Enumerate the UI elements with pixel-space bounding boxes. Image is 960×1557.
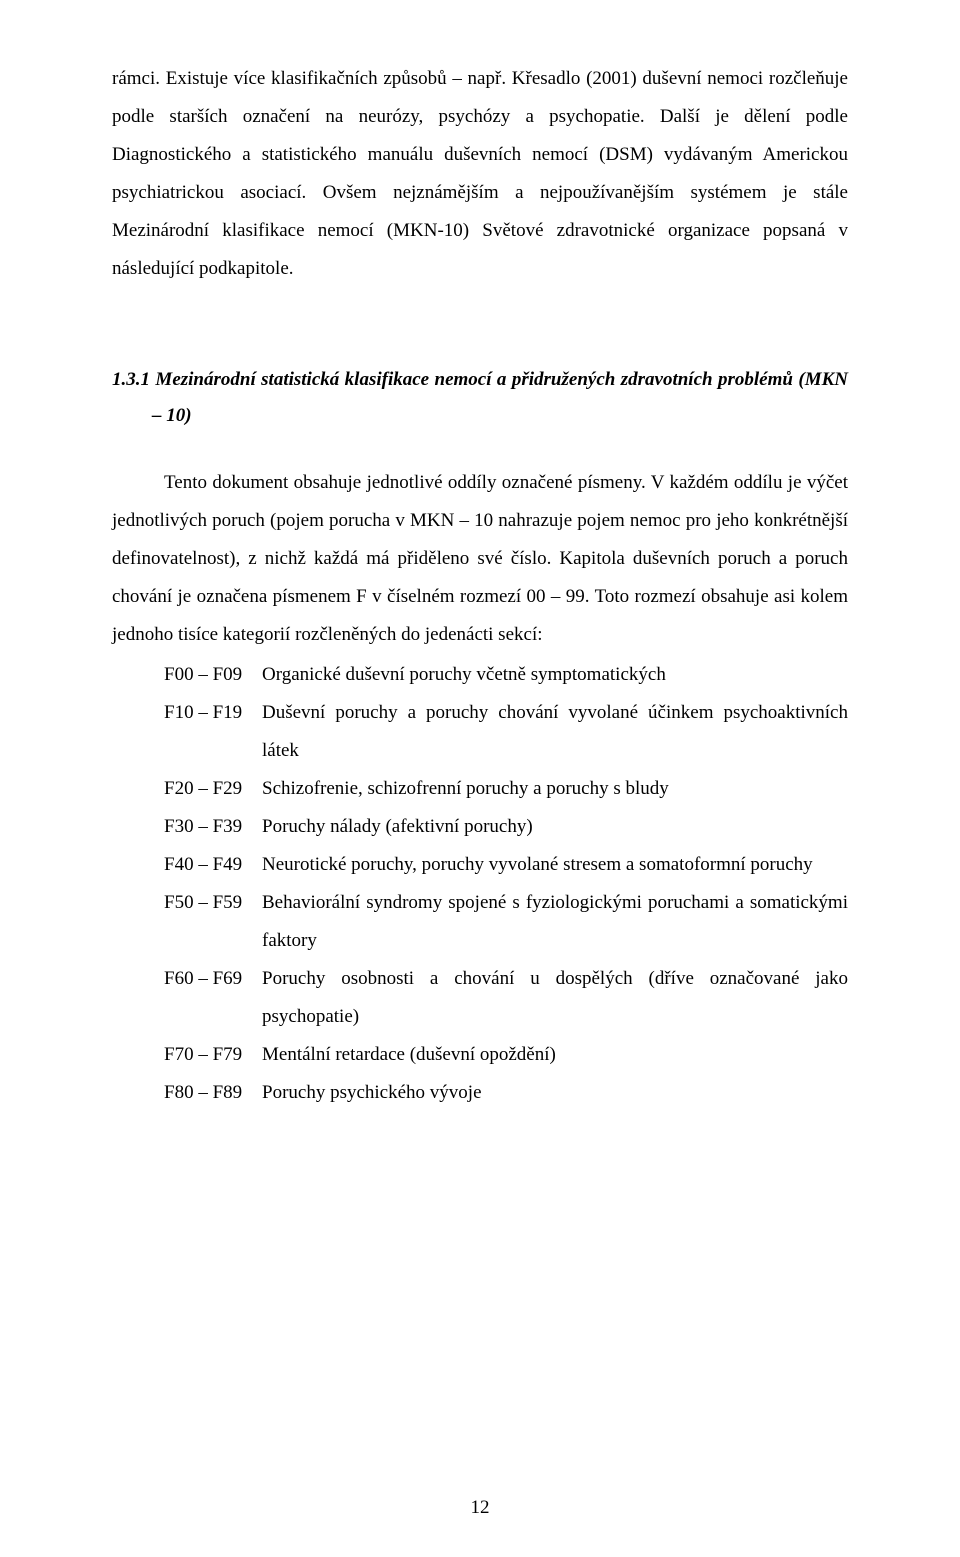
list-desc: Poruchy psychického vývoje bbox=[262, 1074, 848, 1112]
section-list: F00 – F09 Organické duševní poruchy včet… bbox=[112, 656, 848, 1112]
list-desc: Duševní poruchy a poruchy chování vyvola… bbox=[262, 694, 848, 770]
list-item: F40 – F49 Neurotické poruchy, poruchy vy… bbox=[112, 846, 848, 884]
list-code: F20 – F29 bbox=[112, 770, 262, 808]
list-code: F00 – F09 bbox=[112, 656, 262, 694]
list-code: F10 – F19 bbox=[112, 694, 262, 770]
list-item: F80 – F89 Poruchy psychického vývoje bbox=[112, 1074, 848, 1112]
list-desc: Poruchy osobnosti a chování u dospělých … bbox=[262, 960, 848, 1036]
page-number: 12 bbox=[0, 1497, 960, 1519]
list-desc: Mentální retardace (duševní opoždění) bbox=[262, 1036, 848, 1074]
section-heading: 1.3.1 Mezinárodní statistická klasifikac… bbox=[112, 362, 848, 434]
list-code: F30 – F39 bbox=[112, 808, 262, 846]
list-code: F70 – F79 bbox=[112, 1036, 262, 1074]
list-item: F50 – F59 Behaviorální syndromy spojené … bbox=[112, 884, 848, 960]
list-item: F20 – F29 Schizofrenie, schizofrenní por… bbox=[112, 770, 848, 808]
list-desc: Neurotické poruchy, poruchy vyvolané str… bbox=[262, 846, 848, 884]
list-item: F60 – F69 Poruchy osobnosti a chování u … bbox=[112, 960, 848, 1036]
list-item: F00 – F09 Organické duševní poruchy včet… bbox=[112, 656, 848, 694]
list-desc: Organické duševní poruchy včetně symptom… bbox=[262, 656, 848, 694]
list-item: F30 – F39 Poruchy nálady (afektivní poru… bbox=[112, 808, 848, 846]
paragraph-body: Tento dokument obsahuje jednotlivé oddíl… bbox=[112, 464, 848, 654]
document-page: rámci. Existuje více klasifikačních způs… bbox=[0, 0, 960, 1557]
list-code: F50 – F59 bbox=[112, 884, 262, 960]
list-desc: Behaviorální syndromy spojené s fyziolog… bbox=[262, 884, 848, 960]
list-desc: Poruchy nálady (afektivní poruchy) bbox=[262, 808, 848, 846]
list-code: F80 – F89 bbox=[112, 1074, 262, 1112]
list-item: F70 – F79 Mentální retardace (duševní op… bbox=[112, 1036, 848, 1074]
list-item: F10 – F19 Duševní poruchy a poruchy chov… bbox=[112, 694, 848, 770]
list-desc: Schizofrenie, schizofrenní poruchy a por… bbox=[262, 770, 848, 808]
list-code: F40 – F49 bbox=[112, 846, 262, 884]
spacer bbox=[112, 288, 848, 324]
list-code: F60 – F69 bbox=[112, 960, 262, 1036]
paragraph-intro: rámci. Existuje více klasifikačních způs… bbox=[112, 60, 848, 288]
